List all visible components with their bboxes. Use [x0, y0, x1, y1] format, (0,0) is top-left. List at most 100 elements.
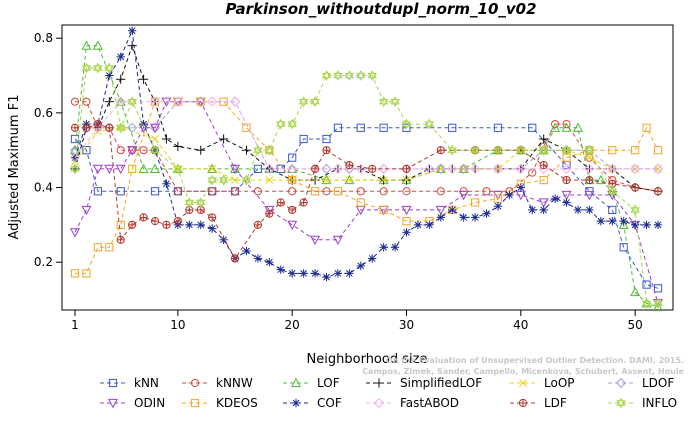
data-point-odin [104, 164, 115, 175]
legend-item-cof: COF [283, 396, 342, 410]
data-point-knn [288, 153, 297, 162]
data-point-cof [413, 220, 423, 230]
legend-marker-fastabod [373, 397, 385, 409]
data-point-cof [287, 269, 297, 278]
data-point-knnw [402, 187, 411, 196]
data-point-inflo [287, 118, 297, 130]
data-point-inflo [561, 144, 572, 156]
data-point-ldf [93, 119, 102, 129]
data-point-ldf [585, 175, 594, 185]
data-point-ldf [128, 220, 137, 229]
data-point-ldf [230, 254, 240, 263]
legend-label: SimplifiedLOF [400, 376, 482, 390]
data-point-ldf [345, 161, 354, 170]
data-point-cof [573, 205, 583, 215]
data-point-ldf [436, 146, 445, 155]
legend-marker-ldf [518, 398, 528, 408]
data-point-kdeos [288, 175, 297, 185]
data-point-cof [448, 205, 457, 215]
data-point-cof [310, 269, 320, 278]
data-point-lof [618, 219, 629, 229]
data-point-cof [162, 179, 171, 188]
data-point-fastabod [207, 96, 218, 107]
data-point-cof [630, 220, 640, 230]
legend-marker-inflo [616, 397, 626, 409]
data-point-inflo [367, 70, 377, 81]
legend: kNN kNNW LOF SimplifiedLOF LoOP LDOF ODIN KDEOS… [100, 376, 677, 410]
data-point-odin [458, 190, 469, 201]
legend-item-ldf: LDF [510, 396, 567, 410]
data-point-cof [207, 224, 217, 233]
data-point-knn [150, 187, 160, 196]
data-point-inflo [81, 62, 92, 74]
data-point-cof [596, 216, 606, 226]
data-point-ldf [116, 235, 125, 244]
data-point-cof [585, 205, 594, 215]
data-point-lof [550, 122, 561, 132]
data-point-ldf [288, 205, 297, 215]
data-point-simplifiedlof [173, 141, 183, 152]
data-point-inflo [493, 144, 503, 156]
legend-label: FastABOD [400, 396, 459, 410]
data-point-odin [149, 123, 161, 134]
data-point-ldf [82, 123, 91, 132]
series-layer [69, 26, 664, 312]
data-point-cof [516, 183, 526, 192]
data-point-cof [219, 235, 228, 244]
data-point-cof [539, 205, 548, 215]
data-point-odin [115, 164, 126, 175]
data-point-fastabod [469, 163, 481, 174]
data-point-ldf [265, 209, 274, 218]
series-knn [70, 123, 663, 293]
data-point-inflo [184, 197, 195, 208]
credit-line-1: Campos, Zimek, Sander, Campello, Micenko… [362, 367, 684, 376]
data-point-inflo [321, 70, 332, 81]
data-point-loop [151, 135, 159, 143]
data-point-knn [356, 123, 365, 132]
data-point-lof [81, 40, 92, 50]
data-point-cof [127, 26, 137, 35]
data-point-odin [92, 164, 103, 175]
y-axis-label: Adjusted Maximum F1 [7, 95, 22, 240]
data-point-cof [196, 220, 205, 230]
data-point-cof [333, 269, 343, 278]
data-point-fastabod [69, 152, 81, 163]
data-point-inflo [253, 144, 263, 156]
data-point-cof [116, 52, 125, 62]
data-point-lof [572, 122, 584, 132]
data-point-inflo [196, 197, 206, 208]
data-point-loop [322, 176, 331, 185]
series-inflo [70, 62, 663, 309]
data-point-inflo [584, 144, 595, 156]
data-point-cof [528, 205, 537, 215]
data-point-inflo [207, 174, 217, 186]
data-point-knn [608, 205, 617, 215]
data-point-fastabod [332, 163, 344, 174]
x-tick-label: 40 [513, 318, 528, 332]
data-point-inflo [607, 185, 617, 197]
data-point-knnw [288, 187, 297, 196]
data-point-odin [435, 205, 446, 216]
data-point-inflo [70, 163, 80, 175]
data-point-inflo [310, 96, 320, 108]
legend-marker-odin [107, 398, 119, 409]
data-point-fastabod [561, 163, 572, 174]
legend-item-ldof: LDOF [608, 376, 674, 390]
legend-label: LoOP [544, 376, 575, 390]
data-point-inflo [641, 297, 652, 309]
data-point-simplifiedlof [241, 145, 252, 155]
data-point-cof [436, 213, 446, 222]
series-odin [69, 97, 664, 309]
data-point-inflo [390, 96, 400, 108]
data-point-simplifiedlof [104, 97, 114, 107]
series-line-lof [74, 45, 659, 308]
data-point-kdeos [402, 217, 411, 226]
data-point-cof [253, 254, 263, 263]
chart-title: Parkinson_withoutdupl_norm_10_v02 [225, 0, 536, 18]
data-point-cof [482, 209, 491, 218]
legend-label: kNN [134, 376, 159, 390]
data-point-inflo [630, 204, 640, 216]
legend-item-knnw: kNNW [182, 376, 253, 390]
data-point-knn [448, 123, 457, 132]
data-point-knnw [356, 187, 365, 196]
